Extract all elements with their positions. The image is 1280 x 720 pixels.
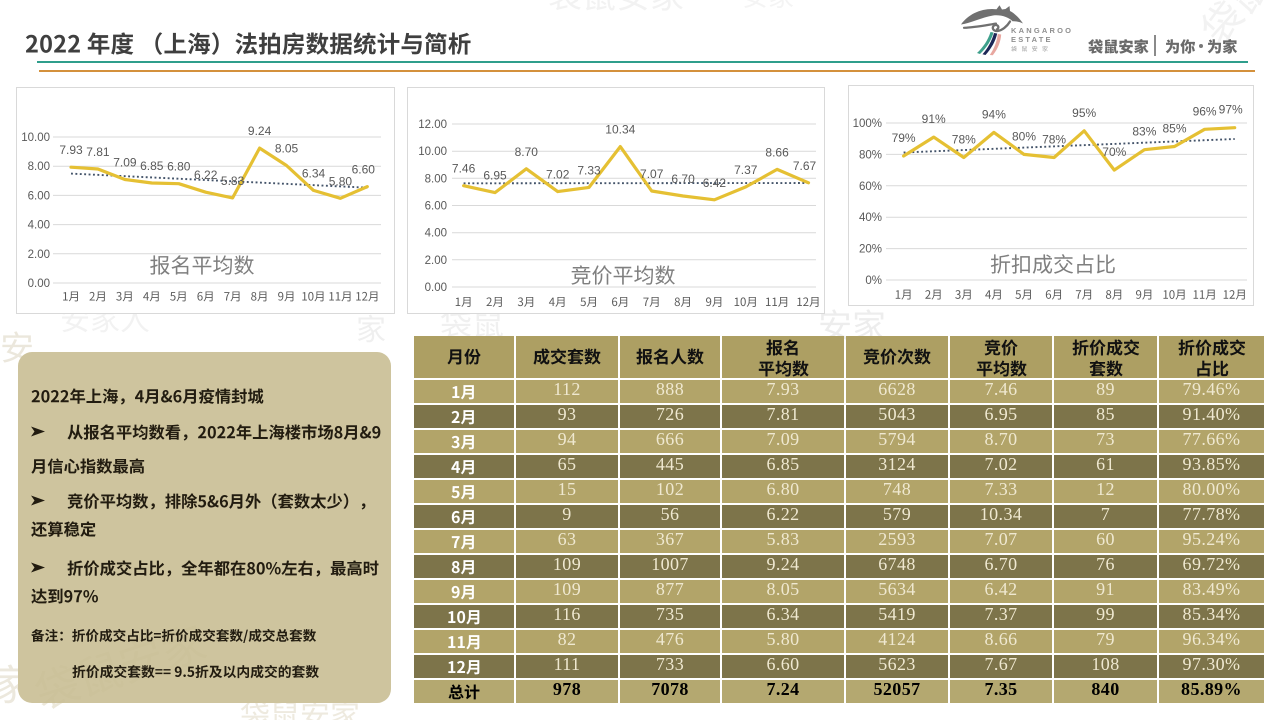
svg-text:70%: 70% <box>1102 145 1126 159</box>
svg-text:4.00: 4.00 <box>425 228 447 240</box>
svg-text:6.70: 6.70 <box>671 172 695 186</box>
svg-text:6.34: 6.34 <box>302 166 326 180</box>
svg-text:78%: 78% <box>1042 133 1066 147</box>
svg-text:85%: 85% <box>1162 122 1186 136</box>
svg-text:2.00: 2.00 <box>425 255 447 267</box>
svg-text:97%: 97% <box>1219 103 1243 117</box>
svg-text:8.00: 8.00 <box>28 161 50 173</box>
svg-text:8.05: 8.05 <box>275 142 299 156</box>
svg-text:0%: 0% <box>865 275 882 287</box>
svg-text:7.67: 7.67 <box>793 159 817 173</box>
svg-text:60%: 60% <box>859 181 882 193</box>
svg-text:6.95: 6.95 <box>483 169 507 183</box>
svg-text:7.37: 7.37 <box>734 163 758 177</box>
svg-text:7.33: 7.33 <box>577 163 601 177</box>
svg-text:6.22: 6.22 <box>194 168 218 182</box>
svg-text:7.09: 7.09 <box>113 156 137 170</box>
svg-text:9.24: 9.24 <box>248 124 272 138</box>
svg-text:100%: 100% <box>853 118 882 130</box>
svg-text:8.70: 8.70 <box>515 145 539 159</box>
svg-text:10.00: 10.00 <box>21 132 50 144</box>
svg-text:6.00: 6.00 <box>425 201 447 213</box>
svg-text:40%: 40% <box>859 212 882 224</box>
svg-text:80%: 80% <box>859 149 882 161</box>
svg-text:80%: 80% <box>1012 129 1036 143</box>
svg-text:20%: 20% <box>859 244 882 256</box>
svg-text:7.46: 7.46 <box>452 162 476 176</box>
svg-text:0.00: 0.00 <box>28 278 50 290</box>
svg-text:7.81: 7.81 <box>86 145 110 159</box>
svg-text:12.00: 12.00 <box>418 119 447 131</box>
svg-text:8.00: 8.00 <box>425 173 447 185</box>
svg-text:7.07: 7.07 <box>640 167 664 181</box>
svg-text:7.02: 7.02 <box>546 168 570 182</box>
svg-text:79%: 79% <box>892 131 916 145</box>
svg-text:94%: 94% <box>982 107 1006 121</box>
svg-text:7.93: 7.93 <box>59 143 83 157</box>
svg-text:96%: 96% <box>1193 104 1217 118</box>
svg-text:10.34: 10.34 <box>605 123 635 137</box>
svg-text:91%: 91% <box>922 112 946 126</box>
svg-text:5.83: 5.83 <box>221 174 245 188</box>
svg-text:6.60: 6.60 <box>352 163 376 177</box>
svg-text:6.80: 6.80 <box>167 160 191 174</box>
svg-text:0.00: 0.00 <box>425 282 447 294</box>
svg-text:5.80: 5.80 <box>329 174 353 188</box>
svg-text:6.42: 6.42 <box>703 176 727 190</box>
svg-text:2.00: 2.00 <box>28 249 50 261</box>
svg-text:6.85: 6.85 <box>140 159 164 173</box>
svg-text:6.00: 6.00 <box>28 190 50 202</box>
svg-text:4.00: 4.00 <box>28 220 50 232</box>
svg-text:95%: 95% <box>1072 106 1096 120</box>
svg-text:10.00: 10.00 <box>418 146 447 158</box>
svg-text:83%: 83% <box>1132 125 1156 139</box>
svg-text:8.66: 8.66 <box>765 145 789 159</box>
svg-text:78%: 78% <box>952 133 976 147</box>
